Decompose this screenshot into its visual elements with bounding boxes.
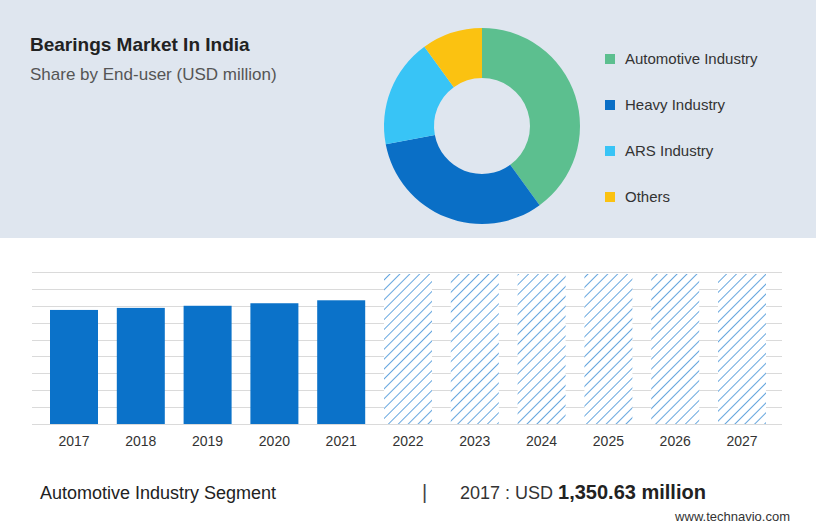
bars [50, 274, 766, 424]
legend-label: Others [625, 188, 670, 205]
grid-line [32, 272, 782, 273]
header-band [0, 0, 816, 238]
segment-value: 2017 : USD 1,350.63 million [460, 481, 706, 503]
x-tick-label: 2027 [726, 433, 757, 449]
bar [184, 306, 232, 424]
grid-line [32, 424, 782, 425]
legend: Automotive Industry Heavy Industry ARS Ind… [605, 50, 758, 205]
forecast-placeholder [451, 274, 499, 424]
legend-swatch [605, 54, 615, 64]
x-tick-label: 2025 [593, 433, 624, 449]
x-tick-label: 2026 [660, 433, 691, 449]
segment-value-prefix: 2017 : USD [460, 483, 558, 503]
x-tick-label: 2017 [58, 433, 89, 449]
x-tick-label: 2019 [192, 433, 223, 449]
x-tick-label: 2022 [392, 433, 423, 449]
donut [384, 28, 580, 224]
bar [317, 300, 365, 424]
x-tick-label: 2023 [459, 433, 490, 449]
grid [32, 273, 782, 425]
x-tick-label: 2024 [526, 433, 557, 449]
donut-slice [424, 28, 482, 87]
x-tick-label: 2020 [259, 433, 290, 449]
subtitle: Share by End-user (USD million) [30, 65, 277, 84]
legend-swatch [605, 146, 615, 156]
watermark: www.technavio.com [674, 509, 790, 524]
forecast-placeholder [518, 274, 566, 424]
bar [250, 303, 298, 424]
separator: | [422, 481, 427, 503]
x-tick-label: 2018 [125, 433, 156, 449]
segment-value-number: 1,350.63 million [558, 481, 706, 503]
legend-label: Heavy Industry [625, 96, 726, 113]
legend-swatch [605, 192, 615, 202]
chart-root: Bearings Market In India Share by End-use… [0, 0, 816, 528]
donut-slice [386, 135, 540, 224]
segment-label: Automotive Industry Segment [40, 483, 276, 503]
legend-swatch [605, 100, 615, 110]
bar [50, 310, 98, 424]
forecast-placeholder [651, 274, 699, 424]
x-tick-label: 2021 [326, 433, 357, 449]
forecast-placeholder [384, 274, 432, 424]
legend-label: Automotive Industry [625, 50, 758, 67]
legend-label: ARS Industry [625, 142, 714, 159]
forecast-placeholder [584, 274, 632, 424]
forecast-placeholder [718, 274, 766, 424]
bar [117, 308, 165, 424]
title: Bearings Market In India [30, 34, 250, 55]
